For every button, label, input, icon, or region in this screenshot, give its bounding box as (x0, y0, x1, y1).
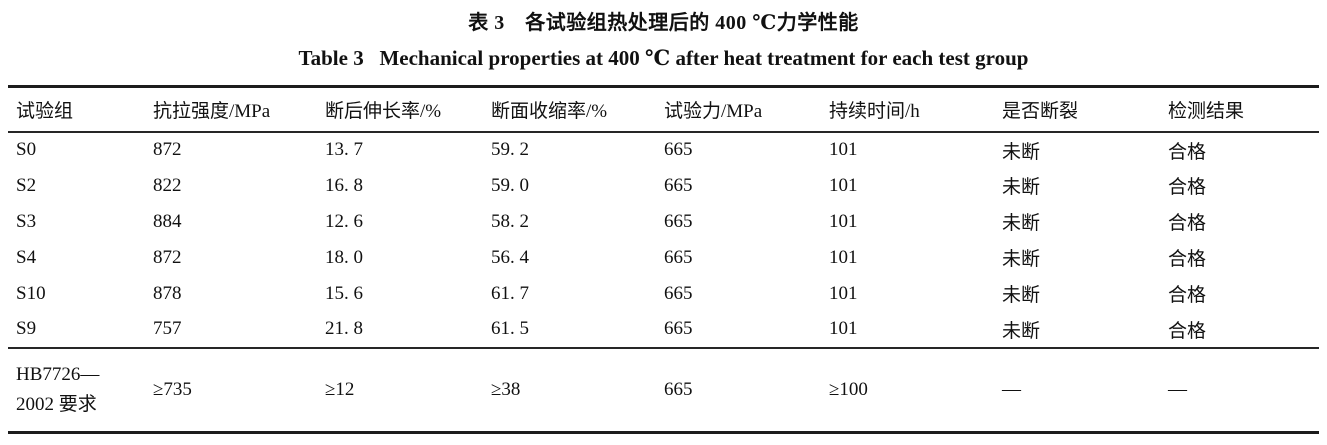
table-cell: 822 (153, 174, 182, 196)
table-container: 试验组 抗拉强度/MPa 断后伸长率/% 断面收缩率/% 试验力/MPa 持续时间/h 是否… (8, 85, 1319, 434)
table-cell: 665 (664, 174, 693, 196)
table-cell: 665 (664, 210, 693, 232)
table-header-row: 试验组 抗拉强度/MPa 断后伸长率/% 断面收缩率/% 试验力/MPa 持续时间/h 是否… (8, 87, 1319, 132)
table-cell: 884 (153, 210, 182, 232)
table-cell: 合格 (1168, 213, 1207, 234)
table-row: S3 884 12. 6 58. 2 665 101 未断 合格 (8, 204, 1319, 240)
table-cell: S0 (16, 139, 37, 160)
table-cell: 合格 (1168, 177, 1207, 198)
table-cell: 61. 7 (491, 282, 529, 304)
header-cell: 试验组 (16, 100, 74, 122)
table-cell: 872 (153, 139, 182, 160)
table-cell: 未断 (1002, 141, 1041, 163)
header-cell: 是否断裂 (1002, 100, 1079, 122)
table-cell: 59. 2 (491, 139, 529, 160)
table-row: S0 872 13. 7 59. 2 665 101 未断 合格 (8, 132, 1319, 168)
requirement-cell: ≥735 (153, 378, 192, 400)
table-cell: 21. 8 (325, 318, 363, 339)
table-cell: 878 (153, 282, 182, 304)
table-cell: 101 (829, 210, 858, 232)
header-cell: 检测结果 (1168, 100, 1245, 122)
requirement-cell: — (1002, 378, 1021, 400)
table-cell: 未断 (1002, 213, 1041, 234)
table-cell: 665 (664, 282, 693, 304)
table-row: S10 878 15. 6 61. 7 665 101 未断 合格 (8, 276, 1319, 312)
table-cell: 合格 (1168, 141, 1207, 163)
header-cell: 持续时间/h (829, 100, 920, 122)
table-row: S2 822 16. 8 59. 0 665 101 未断 合格 (8, 168, 1319, 204)
header-cell: 试验力/MPa (664, 100, 763, 122)
table-cell: 16. 8 (325, 174, 363, 196)
table-title-english: Table 3 Mechanical properties at 400 ℃ a… (298, 46, 1029, 70)
table-cell: 101 (829, 318, 858, 339)
requirement-cell: — (1168, 378, 1187, 400)
table-row: S9 757 21. 8 61. 5 665 101 未断 合格 (8, 312, 1319, 348)
table-cell: 未断 (1002, 285, 1041, 306)
table-cell: 872 (153, 246, 182, 268)
table-row: 试验组 抗拉强度/MPa 断后伸长率/% 断面收缩率/% 试验力/MPa 持续时间/h 是否… (8, 87, 1319, 132)
mechanical-properties-table: 试验组 抗拉强度/MPa 断后伸长率/% 断面收缩率/% 试验力/MPa 持续时间/h 是否… (8, 85, 1319, 434)
requirement-cell: ≥100 (829, 378, 868, 400)
table-row: S4 872 18. 0 56. 4 665 101 未断 合格 (8, 240, 1319, 276)
table-cell: 757 (153, 318, 182, 339)
requirement-cell: ≥12 (325, 378, 355, 400)
table-cell: 56. 4 (491, 246, 529, 268)
table-cell: 合格 (1168, 285, 1207, 306)
requirement-cell: ≥38 (491, 378, 521, 400)
table-cell: 58. 2 (491, 210, 529, 232)
table-title-chinese: 表 3 各试验组热处理后的 400 ℃力学性能 (468, 12, 859, 34)
table-cell: 59. 0 (491, 174, 529, 196)
requirement-cell: 665 (664, 378, 693, 400)
table-cell: 12. 6 (325, 210, 363, 232)
table-cell: S4 (16, 246, 37, 268)
table-cell: 101 (829, 139, 858, 160)
table-cell: 665 (664, 246, 693, 268)
table-cell: 13. 7 (325, 139, 363, 160)
table-cell: S2 (16, 174, 37, 196)
requirement-row: HB7726— 2002 要求 ≥735 ≥12 ≥38 665 ≥100 — — (8, 348, 1319, 433)
table-cell: 101 (829, 246, 858, 268)
header-cell: 断后伸长率/% (325, 100, 442, 122)
table-cell: S3 (16, 210, 37, 232)
table-cell: 15. 6 (325, 282, 363, 304)
table-cell: S9 (16, 318, 37, 339)
table-cell: 101 (829, 174, 858, 196)
table-cell: 未断 (1002, 177, 1041, 198)
header-cell: 抗拉强度/MPa (153, 100, 271, 122)
header-cell: 断面收缩率/% (491, 100, 608, 122)
table-cell: 665 (664, 139, 693, 160)
table-cell: 未断 (1002, 249, 1041, 270)
table-cell: 61. 5 (491, 318, 529, 339)
table-cell: 665 (664, 318, 693, 339)
requirement-row-section: HB7726— 2002 要求 ≥735 ≥12 ≥38 665 ≥100 — — (8, 347, 1319, 433)
table-cell: 合格 (1168, 249, 1207, 270)
requirement-cell: HB7726— 2002 要求 (16, 363, 100, 415)
table-cell: 未断 (1002, 320, 1041, 342)
table-cell: 101 (829, 282, 858, 304)
table-cell: S10 (16, 282, 46, 304)
table-body: S0 872 13. 7 59. 2 665 101 未断 合格 S2 822 16. 8 59. 0… (8, 132, 1319, 348)
table-cell: 18. 0 (325, 246, 363, 268)
table-cell: 合格 (1168, 320, 1207, 342)
